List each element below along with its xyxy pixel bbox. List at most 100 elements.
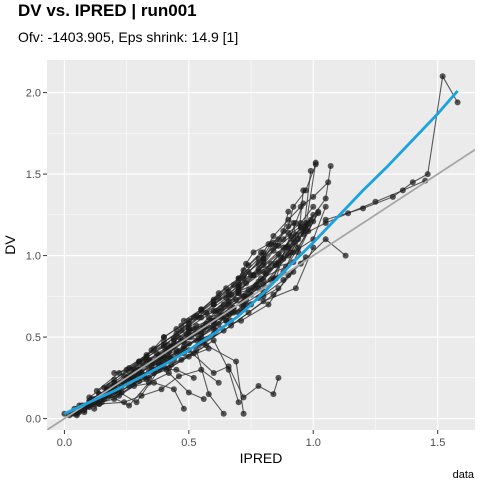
data-point (138, 392, 145, 399)
y-tick-label: 2.0 (26, 88, 41, 100)
data-point (290, 236, 297, 243)
data-point (265, 301, 272, 308)
data-point (158, 386, 165, 393)
data-point (238, 317, 245, 324)
data-point (178, 322, 185, 329)
data-point (205, 314, 212, 321)
data-point (210, 301, 217, 308)
data-point (280, 255, 287, 262)
data-point (123, 366, 130, 373)
data-point (285, 216, 292, 223)
data-point (205, 391, 212, 398)
data-point (96, 400, 103, 407)
data-point (255, 255, 262, 262)
data-point (260, 249, 267, 256)
data-point (260, 268, 267, 275)
data-point (282, 244, 289, 251)
data-point (220, 410, 227, 417)
data-point (165, 365, 172, 372)
data-point (215, 379, 222, 386)
data-point (128, 366, 135, 373)
data-point (210, 322, 217, 329)
data-point (245, 286, 252, 293)
data-point (233, 296, 240, 303)
data-point (270, 247, 277, 254)
data-point (210, 308, 217, 315)
data-point (270, 239, 277, 246)
data-point (302, 219, 309, 226)
data-point (198, 366, 205, 373)
data-point (280, 228, 287, 235)
y-tick-label: 0.5 (26, 332, 41, 344)
chart-title: DV vs. IPRED | run001 (18, 1, 197, 20)
data-point (389, 193, 396, 200)
data-point (255, 278, 262, 285)
y-tick-label: 1.0 (26, 251, 41, 263)
data-point (280, 236, 287, 243)
data-point (180, 405, 187, 412)
data-point (173, 366, 180, 373)
data-point (141, 356, 148, 363)
data-point (240, 267, 247, 274)
data-point (245, 262, 252, 269)
data-point (302, 187, 309, 194)
data-point (180, 317, 187, 324)
y-axis-label: DV (2, 235, 18, 255)
data-point (178, 356, 185, 363)
data-point (285, 252, 292, 259)
data-point (133, 399, 140, 406)
data-point (240, 394, 247, 401)
data-point (315, 210, 322, 217)
data-point (180, 345, 187, 352)
data-point (81, 407, 88, 414)
data-point (454, 99, 461, 106)
data-point (297, 219, 304, 226)
data-point (235, 281, 242, 288)
data-point (307, 167, 314, 174)
data-point (203, 309, 210, 316)
data-point (215, 321, 222, 328)
y-tick-label: 0.0 (26, 414, 41, 426)
data-point (215, 290, 222, 297)
x-tick-label: 1.0 (306, 437, 321, 449)
data-point (121, 399, 128, 406)
data-point (165, 369, 172, 376)
data-point (399, 187, 406, 194)
data-point (310, 203, 317, 210)
data-point (270, 233, 277, 240)
data-point (230, 309, 237, 316)
data-point (240, 410, 247, 417)
data-point (292, 285, 299, 292)
data-point (243, 280, 250, 287)
data-point (173, 330, 180, 337)
x-axis-label: IPRED (240, 450, 283, 466)
data-point (409, 179, 416, 186)
data-point (175, 348, 182, 355)
smooth-line (63, 90, 459, 415)
y-tick-label: 1.5 (26, 169, 41, 181)
data-point (215, 294, 222, 301)
data-point (275, 242, 282, 249)
data-point (345, 210, 352, 217)
x-tick-label: 0.5 (181, 437, 196, 449)
data-point (223, 294, 230, 301)
data-point (116, 369, 123, 376)
data-point (126, 402, 133, 409)
data-point (210, 296, 217, 303)
data-point (198, 314, 205, 321)
data-point (290, 203, 297, 210)
data-point (173, 325, 180, 332)
data-point (178, 327, 185, 334)
data-point (193, 322, 200, 329)
data-point (255, 382, 262, 389)
caption: data (452, 469, 474, 481)
data-point (267, 260, 274, 267)
data-layer (47, 73, 475, 430)
data-point (225, 363, 232, 370)
data-point (220, 301, 227, 308)
data-point (210, 337, 217, 344)
data-point (275, 250, 282, 257)
data-point (235, 290, 242, 297)
data-point (86, 394, 93, 401)
